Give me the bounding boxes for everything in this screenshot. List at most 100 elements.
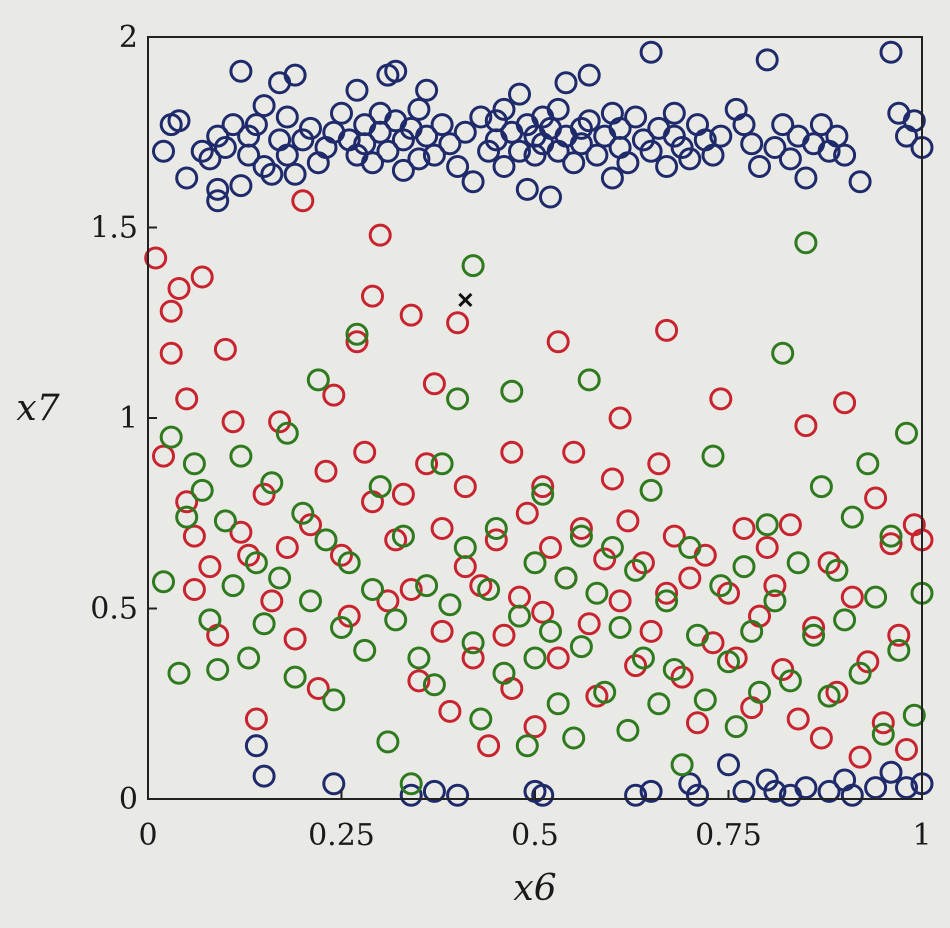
- data-point: [175, 505, 199, 529]
- data-point: [515, 734, 539, 758]
- data-point: [407, 669, 431, 693]
- data-point: [631, 128, 655, 152]
- data-point: [879, 760, 903, 784]
- data-point: [144, 246, 168, 270]
- data-point: [299, 589, 322, 613]
- data-point: [508, 585, 531, 609]
- data-point: [639, 619, 663, 643]
- data-point: [624, 654, 648, 678]
- data-point: [887, 623, 911, 647]
- data-point: [260, 162, 284, 186]
- data-point: [237, 543, 261, 567]
- data-point: [391, 524, 415, 548]
- data-point: [229, 444, 253, 468]
- data-point: [771, 341, 795, 365]
- data-point: [477, 734, 501, 758]
- data-point: [237, 646, 261, 670]
- data-point: [508, 604, 531, 628]
- data-point: [399, 303, 423, 327]
- data-point: [817, 551, 841, 575]
- data-point: [763, 574, 787, 598]
- data-point: [399, 783, 423, 807]
- data-point: [748, 680, 771, 704]
- data-point: [492, 661, 516, 685]
- data-point: [856, 452, 880, 476]
- data-point: [569, 635, 593, 659]
- data-point: [430, 619, 454, 643]
- data-point: [361, 284, 384, 308]
- data-point: [275, 421, 299, 445]
- data-point: [213, 337, 237, 361]
- data-point: [206, 177, 230, 201]
- data-point: [600, 467, 624, 491]
- data-point: [244, 734, 268, 758]
- data-point: [624, 558, 648, 582]
- data-point: [314, 528, 338, 552]
- data-point: [492, 623, 516, 647]
- y-axis-label: x7: [16, 388, 59, 429]
- x-tick-label: 0.75: [695, 818, 762, 853]
- data-point: [709, 387, 733, 411]
- data-point: [616, 509, 640, 533]
- data-point: [817, 684, 841, 708]
- data-point: [376, 589, 400, 613]
- data-point: [577, 63, 601, 87]
- data-point: [662, 101, 686, 125]
- data-point: [864, 776, 888, 800]
- data-point: [717, 581, 740, 605]
- data-point: [523, 646, 547, 670]
- data-point: [895, 776, 918, 800]
- data-point: [221, 113, 245, 137]
- data-point: [190, 139, 214, 163]
- data-point: [840, 585, 864, 609]
- data-point: [562, 726, 586, 750]
- data-point: [415, 78, 439, 102]
- data-point: [531, 600, 555, 624]
- data-point: [848, 661, 872, 685]
- data-point: [244, 707, 268, 731]
- data-point: [569, 132, 593, 156]
- data-point: [477, 578, 501, 601]
- data-point: [724, 715, 748, 739]
- data-point: [237, 124, 261, 148]
- y-tick-label: 1: [119, 401, 138, 436]
- data-point: [794, 776, 818, 800]
- data-point: [655, 155, 679, 178]
- data-point: [902, 109, 926, 133]
- data-point: [864, 585, 888, 609]
- data-point: [678, 566, 702, 590]
- x-tick-label: 0.25: [308, 818, 375, 853]
- data-point: [871, 711, 895, 735]
- data-point: [353, 132, 377, 156]
- data-point: [655, 318, 679, 342]
- data-point: [422, 372, 446, 396]
- data-point: [182, 578, 206, 601]
- data-point: [840, 505, 864, 529]
- data-point: [198, 147, 222, 171]
- x-tick-label: 1: [912, 818, 931, 853]
- data-point: [182, 524, 206, 548]
- data-point: [167, 277, 191, 300]
- data-point: [809, 726, 833, 750]
- data-point: [647, 692, 671, 716]
- data-point: [902, 703, 926, 727]
- data-point: [484, 517, 508, 540]
- data-point: [368, 223, 392, 247]
- data-point: [268, 566, 292, 590]
- data-point: [577, 612, 601, 636]
- data-point: [430, 113, 454, 137]
- data-point: [786, 551, 810, 575]
- x-tick-label: 0.5: [511, 818, 559, 853]
- data-point: [771, 658, 795, 681]
- data-point: [879, 524, 903, 548]
- data-point: [562, 151, 586, 175]
- data-point: [453, 555, 477, 579]
- data-point: [430, 517, 454, 540]
- data-point: [678, 147, 702, 171]
- y-tick-label: 0: [119, 782, 138, 817]
- data-point: [461, 170, 485, 194]
- data-point: [639, 478, 663, 502]
- data-point: [221, 574, 245, 598]
- data-point: [763, 589, 787, 613]
- data-point: [616, 151, 640, 175]
